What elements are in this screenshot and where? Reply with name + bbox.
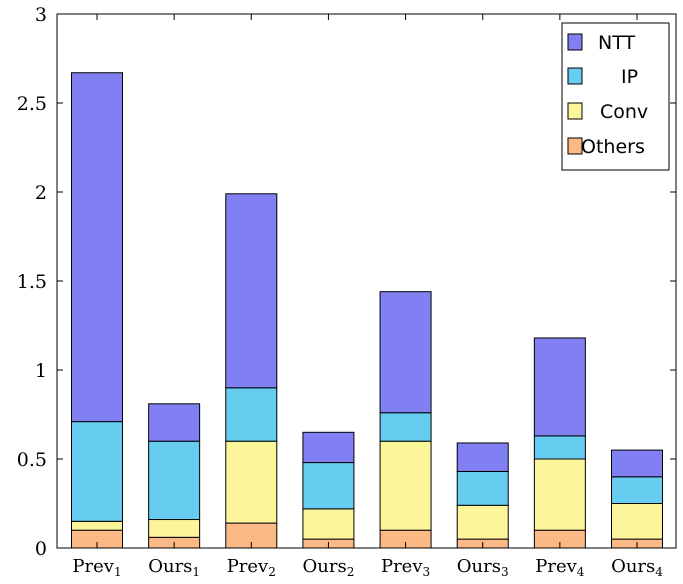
bar-ip-prev1 [71, 421, 123, 522]
x-axis: Prev1 Ours1 Prev2 Ours2 Prev3 Ours3 Prev4 Ours4 [72, 14, 663, 579]
bar-conv-ours1 [148, 519, 201, 538]
bar-conv-ours2 [302, 508, 355, 540]
bar-conv-prev2 [225, 440, 278, 524]
y-axis: 0 0.5 1 1.5 2 2.5 3 [17, 4, 676, 560]
legend-label-ntt: NTT [598, 32, 635, 54]
bar-ip-prev2 [225, 387, 278, 442]
y-tick-label: 1.5 [17, 271, 47, 293]
bar-ntt-ours3 [456, 442, 509, 472]
legend: NTT IP Conv Others [561, 22, 670, 171]
legend-swatch-others [567, 137, 583, 155]
y-tick-label: 0 [35, 538, 47, 560]
bar-ntt-prev4 [533, 337, 586, 437]
legend-swatch-ip [567, 67, 583, 85]
x-tick-label: Prev3 [381, 556, 430, 579]
legend-label-ip: IP [621, 66, 638, 88]
bar-ip-ours4 [611, 476, 663, 504]
bar-ip-ours2 [302, 462, 355, 510]
bar-ip-prev3 [379, 412, 432, 442]
bar-ntt-prev3 [379, 291, 432, 414]
x-tick-label: Ours3 [457, 556, 509, 579]
legend-swatch-conv [567, 102, 583, 120]
bar-ip-ours3 [456, 470, 509, 506]
x-tick-label: Ours4 [611, 556, 663, 579]
bar-conv-ours4 [611, 503, 663, 540]
bar-ntt-prev1 [71, 72, 123, 423]
bar-conv-ours3 [456, 504, 509, 540]
y-tick-label: 2 [35, 182, 47, 204]
x-tick-label: Prev2 [227, 556, 276, 579]
bar-ntt-ours1 [148, 403, 201, 442]
y-tick-label: 1 [35, 360, 47, 382]
x-tick-label: Ours1 [148, 556, 200, 579]
bar-conv-prev4 [533, 458, 586, 531]
bar-ip-ours1 [148, 440, 201, 521]
y-tick-label: 0.5 [17, 449, 47, 471]
bar-ntt-prev2 [225, 193, 278, 389]
bar-conv-prev3 [379, 440, 432, 531]
x-tick-label: Prev4 [535, 556, 585, 579]
bar-conv-prev1 [71, 520, 123, 531]
x-tick-label: Ours2 [303, 556, 355, 579]
y-tick-label: 3 [35, 4, 47, 26]
legend-label-others: Others [581, 136, 645, 158]
y-tick-label: 2.5 [17, 93, 47, 115]
x-tick-label: Prev1 [72, 556, 121, 579]
legend-label-conv: Conv [600, 101, 648, 123]
bar-ntt-ours2 [302, 431, 355, 464]
bar-ntt-ours4 [611, 449, 663, 478]
bar-ip-prev4 [533, 435, 586, 460]
legend-swatch-ntt [567, 33, 583, 51]
